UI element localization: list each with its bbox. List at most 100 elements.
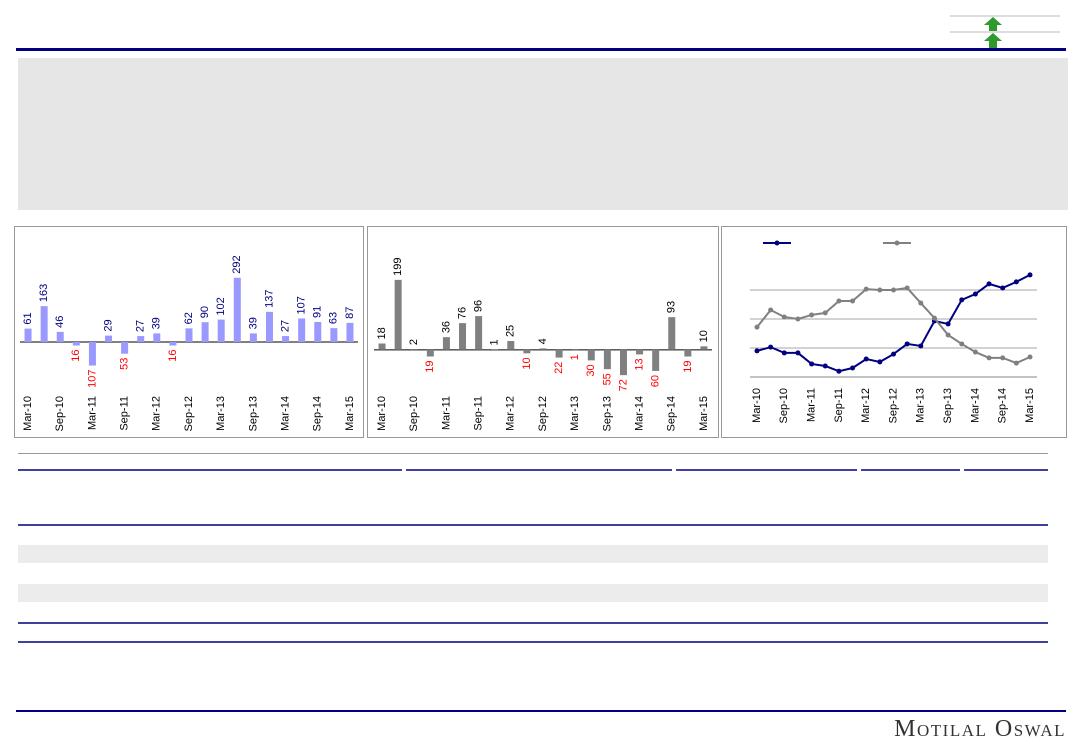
value-label: 22 bbox=[553, 362, 565, 374]
bar bbox=[700, 346, 707, 350]
x-tick-label: Mar-10 bbox=[751, 388, 763, 423]
line-marker bbox=[987, 281, 992, 286]
bar bbox=[411, 349, 418, 350]
line-marker bbox=[768, 345, 773, 350]
bar bbox=[475, 316, 482, 350]
x-tick-label: Mar-12 bbox=[860, 388, 872, 423]
bar bbox=[636, 350, 643, 355]
value-label: 16 bbox=[70, 350, 82, 362]
bar bbox=[137, 336, 144, 342]
value-label: 25 bbox=[505, 325, 517, 337]
line-marker bbox=[877, 359, 882, 364]
bar bbox=[25, 329, 32, 342]
line-marker bbox=[1014, 279, 1019, 284]
value-label: 39 bbox=[247, 317, 259, 329]
bar bbox=[668, 317, 675, 350]
table-row-stripe bbox=[18, 545, 1048, 563]
x-tick-label: Sep-12 bbox=[537, 396, 549, 431]
bar bbox=[427, 350, 434, 357]
bar bbox=[202, 322, 209, 342]
line-marker bbox=[932, 316, 937, 321]
value-label: 60 bbox=[650, 375, 662, 387]
line-marker bbox=[973, 292, 978, 297]
x-tick-label: Mar-14 bbox=[279, 396, 291, 431]
bar bbox=[73, 342, 80, 346]
bar bbox=[523, 350, 530, 354]
line-marker bbox=[782, 350, 787, 355]
bar bbox=[604, 350, 611, 369]
bar bbox=[57, 332, 64, 342]
line-marker bbox=[1000, 355, 1005, 360]
line-marker bbox=[1014, 361, 1019, 366]
x-tick-label: Mar-13 bbox=[569, 396, 581, 431]
up-arrow-icon bbox=[984, 17, 1002, 31]
value-label: 27 bbox=[135, 320, 147, 332]
value-label: 62 bbox=[183, 312, 195, 324]
value-label: 91 bbox=[312, 306, 324, 318]
line-marker bbox=[864, 287, 869, 292]
value-label: 2 bbox=[408, 339, 420, 345]
x-tick-label: Mar-11 bbox=[440, 396, 452, 430]
line-marker bbox=[864, 357, 869, 362]
bar bbox=[234, 278, 241, 342]
x-tick-label: Mar-13 bbox=[215, 396, 227, 431]
value-label: 19 bbox=[682, 361, 694, 373]
line-marker bbox=[795, 350, 800, 355]
x-tick-label: Mar-12 bbox=[151, 396, 163, 431]
line-marker bbox=[809, 312, 814, 317]
value-label: 10 bbox=[521, 357, 533, 369]
bar bbox=[652, 350, 659, 371]
x-tick-label: Mar-11 bbox=[806, 388, 818, 422]
value-label: 163 bbox=[38, 284, 50, 302]
value-label: 63 bbox=[328, 312, 340, 324]
x-tick-label: Sep-11 bbox=[119, 396, 131, 431]
x-tick-label: Mar-12 bbox=[505, 396, 517, 431]
value-label: 90 bbox=[199, 306, 211, 318]
value-label: 199 bbox=[392, 258, 404, 276]
line-marker bbox=[755, 325, 760, 330]
value-label: 46 bbox=[54, 316, 66, 328]
line-marker bbox=[1000, 285, 1005, 290]
value-label: 102 bbox=[215, 297, 227, 315]
bar bbox=[298, 318, 305, 342]
value-label: 19 bbox=[424, 361, 436, 373]
value-label: 87 bbox=[344, 307, 356, 319]
x-tick-label: Sep-14 bbox=[666, 396, 678, 431]
bar bbox=[684, 350, 691, 357]
x-tick-label: Sep-13 bbox=[247, 396, 259, 431]
bar bbox=[169, 342, 176, 346]
line-marker bbox=[850, 299, 855, 304]
value-label: 1 bbox=[489, 339, 501, 345]
line-marker bbox=[891, 288, 896, 293]
value-label: 292 bbox=[231, 255, 243, 273]
bar bbox=[556, 350, 563, 358]
footer-brand: Motilal Oswal bbox=[894, 716, 1066, 742]
value-label: 30 bbox=[585, 364, 597, 376]
x-tick-label: Sep-13 bbox=[601, 396, 613, 431]
bar bbox=[395, 280, 402, 350]
bar bbox=[121, 342, 128, 354]
x-tick-label: Sep-12 bbox=[183, 396, 195, 431]
value-label: 55 bbox=[601, 373, 613, 385]
bar bbox=[153, 333, 160, 342]
table-row-stripe bbox=[18, 584, 1048, 602]
bar bbox=[330, 328, 337, 342]
line-marker bbox=[823, 310, 828, 315]
header-bar bbox=[16, 48, 1066, 51]
x-tick-label: Sep-13 bbox=[942, 388, 954, 423]
value-label: 16 bbox=[167, 350, 179, 362]
line-marker bbox=[809, 361, 814, 366]
line-marker bbox=[877, 288, 882, 293]
bar bbox=[250, 333, 257, 342]
bar bbox=[105, 336, 112, 342]
line-marker bbox=[905, 341, 910, 346]
line-marker bbox=[823, 363, 828, 368]
value-label: 53 bbox=[119, 358, 131, 370]
bar bbox=[186, 328, 193, 342]
legend-marker bbox=[775, 241, 780, 246]
line-marker bbox=[959, 297, 964, 302]
bar bbox=[218, 320, 225, 342]
x-tick-label: Mar-10 bbox=[376, 396, 388, 431]
line-marker bbox=[795, 317, 800, 322]
